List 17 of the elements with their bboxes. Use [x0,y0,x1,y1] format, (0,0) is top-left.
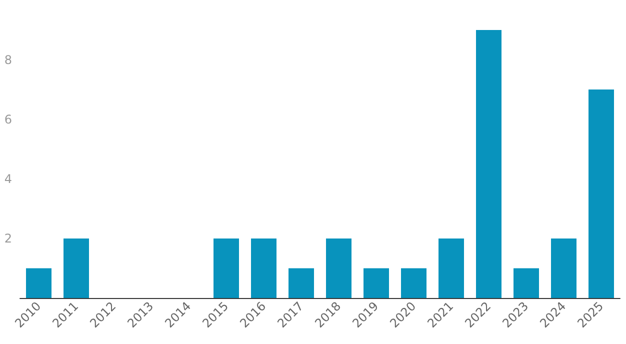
bar [288,268,314,298]
bar [476,30,502,298]
bar [214,238,239,298]
bar [64,238,89,298]
bar [401,268,426,298]
bar [326,238,352,298]
bar [26,268,52,298]
y-tick-label: 6 [4,112,12,126]
bar [551,238,576,298]
bar [588,90,614,298]
bar [364,268,389,298]
bar [514,268,539,298]
y-tick-label: 2 [4,231,12,246]
bar [438,238,464,298]
y-tick-label: 8 [4,52,12,67]
y-tick-label: 4 [4,172,12,186]
bar [251,238,276,298]
